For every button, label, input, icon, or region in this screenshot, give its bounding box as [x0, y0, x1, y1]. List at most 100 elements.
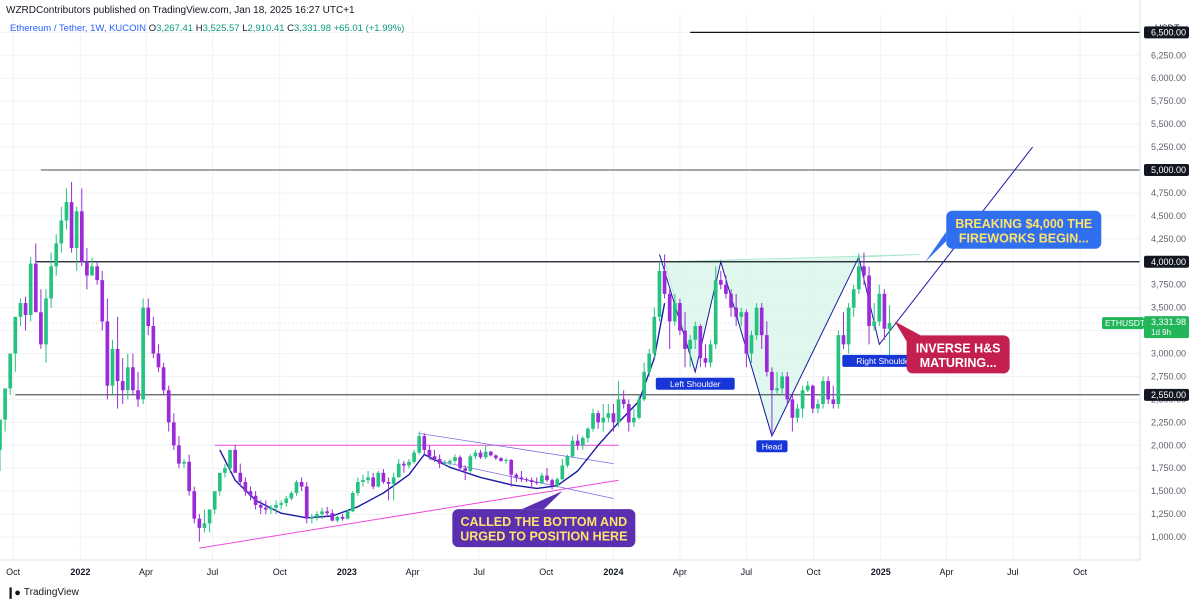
candle-body: [780, 376, 784, 389]
candle-body: [69, 202, 74, 248]
candle-body: [688, 339, 692, 349]
candle-body: [330, 513, 335, 521]
bottom-callout-tail: [521, 491, 563, 510]
candle-body: [856, 266, 861, 290]
candle-body: [427, 449, 432, 457]
candle-body: [488, 451, 493, 456]
level-badge-label: 2,550.00: [1151, 390, 1186, 400]
high-value: 3,525.57: [202, 23, 240, 34]
y-tick-label: 5,250.00: [1151, 142, 1186, 152]
candle-body: [621, 399, 626, 404]
trend-curve: [219, 302, 666, 519]
candle-body: [678, 303, 682, 331]
symbol-label[interactable]: Ethereum / Tether, 1W, KUCOIN: [10, 23, 147, 34]
candle-body: [356, 482, 360, 494]
candle-body: [810, 385, 815, 409]
candle-body: [734, 307, 738, 317]
ticker-label: ETHUSDT: [1105, 318, 1145, 328]
y-tick-label: 5,750.00: [1151, 96, 1186, 106]
candle-body: [442, 462, 447, 464]
bottom-callout-line1: CALLED THE BOTTOM AND: [460, 515, 627, 529]
candle-body: [238, 472, 243, 482]
candle-body: [79, 211, 84, 262]
candle-body: [851, 289, 856, 308]
y-tick-label: 1,500.00: [1151, 486, 1186, 496]
candle-body: [217, 472, 222, 492]
tv-logo-icon[interactable]: ❙●: [6, 587, 21, 599]
candle-body: [345, 511, 350, 519]
candle-body: [279, 503, 284, 505]
candle-body: [95, 266, 99, 281]
candle-body: [841, 335, 846, 345]
candle-body: [764, 335, 769, 372]
candle-body: [0, 419, 2, 450]
candle-body: [299, 482, 304, 487]
candle-body: [212, 491, 217, 510]
head-label-bg: [756, 440, 788, 453]
candle-body: [177, 445, 181, 464]
candle-body: [335, 516, 340, 521]
candle-body: [412, 452, 416, 462]
candle-body: [790, 399, 795, 418]
candle-body: [463, 468, 468, 471]
candle-body: [698, 326, 703, 359]
open-value: 3,267.41: [156, 23, 194, 34]
breaking-callout-line1: BREAKING $4,000 THE: [955, 217, 1092, 231]
candle-body: [202, 523, 207, 528]
y-tick-label: 1,750.00: [1151, 463, 1186, 473]
candle-body: [555, 479, 560, 486]
candle-body: [340, 516, 345, 519]
ihs-callout-line1: INVERSE H&S: [916, 341, 1001, 355]
price-levels: [0, 31, 1140, 396]
ihs-callout-line2: MATURING...: [920, 356, 997, 370]
candle-body: [258, 504, 263, 508]
candle-body: [478, 452, 483, 458]
channel-upper-line: [419, 433, 614, 464]
candle-body: [718, 280, 723, 285]
low-label: L: [242, 23, 248, 34]
candle-body: [606, 413, 611, 418]
y-tick-label: 6,250.00: [1151, 50, 1186, 60]
x-tick-label: Jul: [741, 567, 753, 577]
candle-body: [131, 367, 135, 391]
candle-body: [836, 335, 841, 404]
candle-body: [120, 381, 125, 391]
y-tick-label: 2,750.00: [1151, 371, 1186, 381]
bottom-callout-line2: URGED TO POSITION HERE: [460, 530, 627, 544]
candle-body: [284, 498, 289, 504]
x-tick-label: 2022: [70, 567, 90, 577]
candle-body: [831, 399, 836, 404]
candle-body: [361, 480, 365, 482]
candle-body: [437, 459, 442, 464]
candle-body: [524, 479, 529, 481]
candle-body: [877, 293, 882, 322]
candle-body: [197, 518, 202, 528]
tradingview-brand[interactable]: TradingView: [23, 587, 79, 598]
candle-body: [601, 417, 606, 423]
candle-body: [289, 493, 294, 499]
candle-body: [580, 437, 585, 446]
y-tick-label: 5,500.00: [1151, 119, 1186, 129]
candle-body: [713, 280, 718, 345]
high-label: H: [195, 23, 203, 34]
candle-body: [785, 376, 790, 400]
candle-body: [407, 461, 411, 466]
candle-body: [44, 298, 48, 345]
candle-body: [693, 326, 698, 340]
candle-body: [862, 266, 866, 276]
candle-body: [867, 275, 871, 326]
candle-body: [90, 266, 94, 276]
candle-body: [458, 457, 462, 469]
candle-body: [616, 399, 621, 423]
level-badge-label: 4,000.00: [1151, 257, 1186, 267]
candle-body: [529, 480, 534, 482]
candle-body: [243, 482, 248, 492]
bottom-callout-box: [452, 509, 636, 548]
candle-body: [575, 440, 580, 446]
candle-body: [64, 202, 69, 221]
candle-body: [182, 461, 186, 464]
candle-body: [795, 408, 800, 418]
candle-body: [28, 263, 33, 315]
candle-body: [110, 348, 115, 386]
